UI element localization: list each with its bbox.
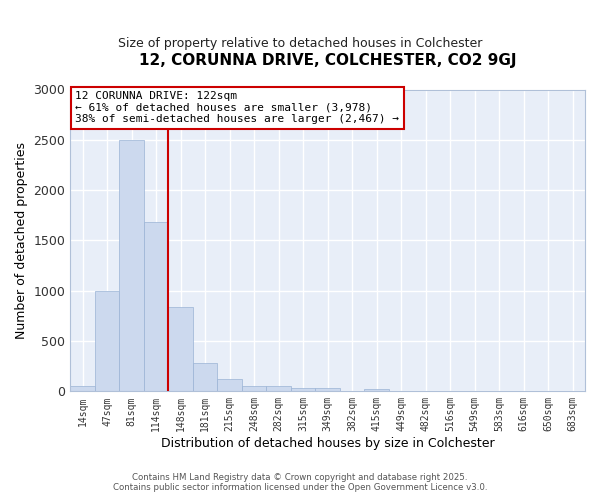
Bar <box>217 380 242 392</box>
Bar <box>266 386 291 392</box>
Bar <box>193 363 217 392</box>
Text: Contains HM Land Registry data © Crown copyright and database right 2025.
Contai: Contains HM Land Registry data © Crown c… <box>113 473 487 492</box>
Title: 12, CORUNNA DRIVE, COLCHESTER, CO2 9GJ: 12, CORUNNA DRIVE, COLCHESTER, CO2 9GJ <box>139 52 517 68</box>
Bar <box>316 388 340 392</box>
Bar <box>364 390 389 392</box>
Bar <box>95 290 119 392</box>
Bar <box>242 386 266 392</box>
Text: 12 CORUNNA DRIVE: 122sqm
← 61% of detached houses are smaller (3,978)
38% of sem: 12 CORUNNA DRIVE: 122sqm ← 61% of detach… <box>76 91 400 124</box>
X-axis label: Distribution of detached houses by size in Colchester: Distribution of detached houses by size … <box>161 437 494 450</box>
Bar <box>70 386 95 392</box>
Text: Size of property relative to detached houses in Colchester: Size of property relative to detached ho… <box>118 38 482 51</box>
Y-axis label: Number of detached properties: Number of detached properties <box>15 142 28 339</box>
Bar <box>119 140 144 392</box>
Bar <box>144 222 169 392</box>
Bar <box>291 388 316 392</box>
Bar <box>169 307 193 392</box>
